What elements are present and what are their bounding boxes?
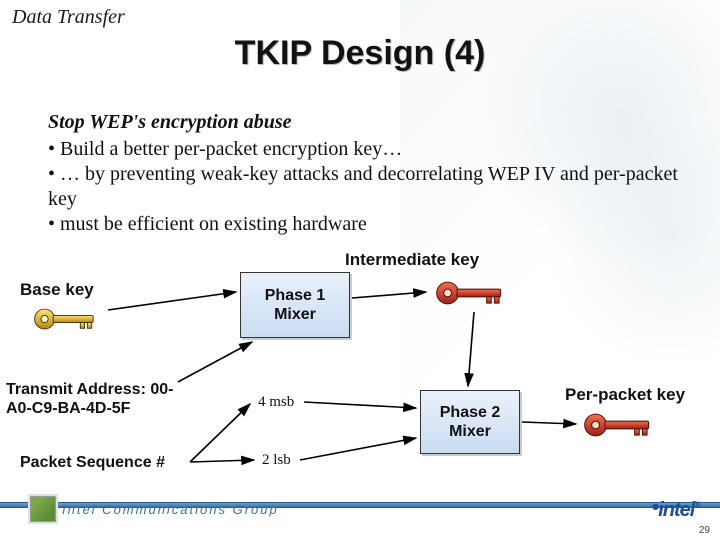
page-title: TKIP Design (4) xyxy=(0,34,720,73)
footer-left: Intel Communications Group xyxy=(30,496,279,522)
bullet-heading: Stop WEP's encryption abuse xyxy=(48,110,678,135)
section-label: Data Transfer xyxy=(12,6,125,29)
bullet-item: • Build a better per-packet encryption k… xyxy=(48,137,678,162)
intel-logo: •intel® xyxy=(652,494,700,522)
intel-logo-text: intel xyxy=(658,499,694,521)
bullet-list: Stop WEP's encryption abuse • Build a be… xyxy=(48,110,678,237)
arrows xyxy=(0,250,720,490)
tkip-diagram: Base key Intermediate key Per-packet key… xyxy=(0,250,720,490)
page-number: 29 xyxy=(699,525,710,536)
chip-icon xyxy=(30,496,56,522)
footer-group-text: Intel Communications Group xyxy=(62,502,279,517)
bullet-item: • … by preventing weak-key attacks and d… xyxy=(48,162,678,212)
bullet-item: • must be efficient on existing hardware xyxy=(48,212,678,237)
